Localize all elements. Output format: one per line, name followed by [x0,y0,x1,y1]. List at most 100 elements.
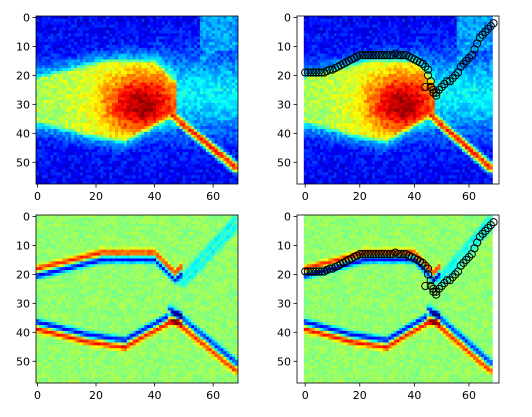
path-point [366,51,375,60]
y-tick-label: 50 [277,156,291,169]
path-point [396,51,405,60]
path-point [396,250,405,259]
path-point [448,273,457,282]
path-point [374,250,383,259]
path-point [426,276,435,285]
path-point [481,226,490,236]
path-point [372,250,381,259]
path-point [312,68,321,77]
path-point [421,82,430,92]
x-tick-label: 0 [34,389,41,402]
path-point [377,51,386,60]
path-point [475,232,484,241]
x-tick-label: 0 [34,190,41,203]
path-point [451,71,460,80]
path-point [374,51,383,60]
path-point [301,68,310,77]
path-point [314,267,323,276]
path-point [478,229,487,238]
y-tick-label: 0 [284,210,291,223]
path-point [325,264,334,273]
y-tick-label: 0 [284,11,291,24]
path-point [385,250,394,259]
x-tick-label: 40 [148,190,162,203]
x-tick-label: 40 [407,389,421,402]
path-point [459,59,468,68]
axes-frame [35,15,239,185]
y-tick-label: 10 [277,40,291,53]
path-point [361,51,370,60]
path-point [421,281,430,291]
path-point [325,65,334,74]
path-point [426,77,435,86]
heatmap-image [36,215,238,383]
path-point [462,255,471,264]
panel-bottom-left: 0 20 40 60 0 10 20 30 40 50 [16,210,239,402]
path-point [451,270,460,279]
path-point [301,267,310,276]
path-point [306,68,315,77]
path-point [361,250,370,259]
path-point [475,33,484,42]
y-tick-label: 10 [16,239,30,252]
panel-bottom-right: 0 20 40 60 0 10 20 30 40 50 [277,210,500,402]
path-point [489,19,498,28]
path-point [486,22,495,31]
y-tick-label: 20 [16,268,30,281]
path-point [421,62,430,71]
path-point [464,252,474,262]
path-point [421,261,430,270]
path-point [399,51,408,60]
x-tick-label: 20 [89,190,103,203]
axes-frame [296,214,500,384]
path-point [456,261,465,270]
x-tick-label: 20 [353,190,367,203]
path-point [309,267,318,276]
path-point [418,59,427,68]
path-point [303,68,313,77]
path-point [434,284,444,293]
y-tick-label: 30 [16,297,30,310]
path-point [445,77,454,86]
path-point [483,24,493,34]
path-point [434,85,444,94]
y-tick-label: 30 [277,297,291,310]
path-point [382,51,392,60]
y-tick-label: 50 [16,355,30,368]
y-tick-label: 40 [277,127,291,140]
path-point [437,281,446,291]
x-tick-label: 40 [148,389,162,402]
path-point [483,223,493,233]
x-tick-label: 20 [89,389,103,402]
y-tick-label: 0 [23,11,30,24]
path-point [317,68,326,77]
y-tick-label: 20 [277,69,291,82]
path-point [358,51,367,60]
y-tick-label: 0 [23,210,30,223]
heatmap-image [303,16,493,184]
path-overlay [301,19,498,100]
panel-top-left: 0 20 40 60 0 10 20 30 40 50 [16,11,239,203]
path-point [380,250,389,259]
panel-top-right: 0 20 40 60 0 10 20 30 40 50 [277,11,500,203]
heatmap-image [36,16,238,184]
path-point [448,74,457,83]
x-tick-label: 40 [407,190,421,203]
x-tick-label: 60 [206,190,220,203]
y-tick-label: 40 [16,326,30,339]
path-point [314,68,323,77]
path-point [478,30,487,39]
path-point [399,250,408,259]
path-point [366,250,375,259]
path-point [382,250,392,259]
path-point [355,250,364,259]
x-tick-label: 60 [462,389,476,402]
path-point [418,258,427,267]
path-point [393,250,403,259]
path-point [432,88,441,97]
path-point [437,82,446,92]
x-tick-label: 60 [462,190,476,203]
x-tick-label: 0 [302,190,309,203]
y-tick-label: 50 [277,355,291,368]
path-point [358,250,367,259]
